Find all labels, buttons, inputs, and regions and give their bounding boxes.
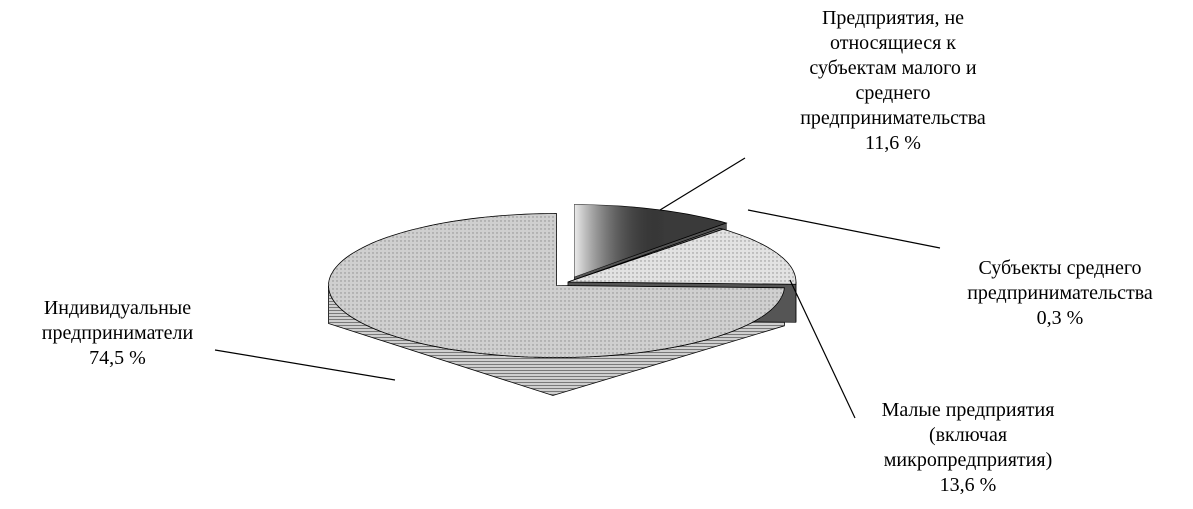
slice-label: Индивидуальные предприниматели 74,5 % xyxy=(10,296,225,371)
slice-top-texture xyxy=(574,204,727,277)
category-name: Индивидуальные предприниматели xyxy=(41,297,194,344)
slice-label: Предприятия, не относящиеся к субъектам … xyxy=(788,6,998,156)
value-label: 11,6 % xyxy=(865,132,921,154)
category-name: Предприятия, не относящиеся к субъектам … xyxy=(800,7,986,129)
category-name: Малые предприятия (включая микропредприя… xyxy=(881,399,1055,471)
slice-label: Малые предприятия (включая микропредприя… xyxy=(858,398,1078,498)
leader-line xyxy=(789,279,856,419)
leader-line xyxy=(659,157,746,211)
slice-top-texture xyxy=(568,229,796,285)
category-name: Субъекты среднего предпринимательства xyxy=(967,257,1153,304)
slice-side-texture xyxy=(328,285,785,396)
value-label: 13,6 % xyxy=(939,474,997,496)
leader-line xyxy=(747,209,941,249)
leader-line xyxy=(214,349,396,381)
slice-top-texture xyxy=(328,213,785,358)
slice-label: Субъекты среднего предпринимательства 0,3… xyxy=(935,256,1185,331)
value-label: 0,3 % xyxy=(1036,307,1084,329)
value-label: 74,5 % xyxy=(89,347,146,369)
